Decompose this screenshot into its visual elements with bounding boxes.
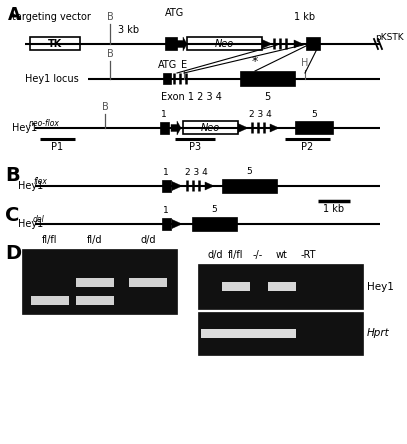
Text: del: del [33,215,45,225]
Text: ATG: ATG [158,60,177,70]
Text: 1 kb: 1 kb [324,204,345,214]
Text: P2: P2 [301,142,314,152]
Bar [192,217,237,231]
Bar [162,218,171,230]
Bar [198,312,363,355]
Text: fl/fl: fl/fl [42,235,58,245]
Polygon shape [294,40,303,48]
Text: neo-flox: neo-flox [29,119,60,128]
Polygon shape [205,182,214,190]
Polygon shape [262,40,272,48]
Text: 1: 1 [163,168,169,177]
Text: H: H [301,58,309,68]
Bar [160,122,169,134]
Bar [295,122,333,135]
Text: B: B [5,166,20,185]
Text: 2 3 4: 2 3 4 [185,168,208,177]
Bar [165,37,177,51]
Text: 1: 1 [163,206,169,215]
Text: fl/fl: fl/fl [228,250,244,260]
Text: C: C [5,206,20,225]
Text: B: B [102,102,108,112]
Text: Hey1: Hey1 [18,219,43,229]
Bar [76,278,114,286]
Text: targeting vector: targeting vector [12,12,91,22]
Text: ATG: ATG [165,8,185,18]
Text: 5: 5 [247,167,252,176]
Text: 1 kb: 1 kb [294,12,315,22]
Bar [268,329,296,338]
Text: P3: P3 [189,142,201,152]
Text: pKSTK: pKSTK [375,33,404,43]
Polygon shape [238,123,248,132]
Text: -/-: -/- [253,250,263,260]
Bar [201,329,229,338]
Bar [76,296,114,305]
Text: -RT: -RT [300,250,316,260]
Text: d/d: d/d [140,235,156,245]
Text: Hprt: Hprt [367,329,390,338]
Polygon shape [177,37,187,51]
Bar [244,329,272,338]
Text: A: A [8,6,21,24]
Bar [306,37,320,51]
Text: Hey1 locus: Hey1 locus [25,74,79,84]
Bar [187,37,262,51]
Polygon shape [270,124,279,132]
Text: wt: wt [276,250,288,260]
Bar [198,264,363,309]
Text: Neo: Neo [201,123,220,133]
Polygon shape [172,182,182,190]
Text: E: E [181,60,187,70]
Text: *: * [252,55,258,68]
Bar [22,249,177,314]
Bar [222,179,277,193]
Text: Hey1: Hey1 [12,123,37,133]
Text: 2 3 4: 2 3 4 [249,110,272,119]
Polygon shape [172,219,182,229]
Bar [222,329,250,338]
Polygon shape [171,121,181,135]
Text: B: B [107,12,114,22]
Text: D: D [5,244,21,263]
Bar [163,74,171,84]
Bar [222,282,250,291]
Text: 1: 1 [161,110,167,119]
Bar [129,278,167,286]
Text: fl/d: fl/d [87,235,103,245]
Text: 5: 5 [311,110,317,119]
Bar [31,296,69,305]
Text: B: B [107,49,114,59]
Bar [268,282,296,291]
Text: Hey1: Hey1 [367,281,394,292]
Text: P1: P1 [51,142,63,152]
Text: d/d: d/d [207,250,223,260]
Bar [183,122,238,135]
Text: 3 kb: 3 kb [118,25,139,35]
Text: Hey1: Hey1 [18,181,43,191]
Bar [30,37,80,51]
Text: TK: TK [48,39,62,49]
Bar [162,180,171,192]
Text: 5: 5 [212,205,217,214]
Text: Exon 1 2 3 4: Exon 1 2 3 4 [161,92,222,102]
Text: flox: flox [33,178,47,186]
Text: 5: 5 [265,92,271,102]
Bar [240,71,295,87]
Text: Neo: Neo [215,39,234,49]
